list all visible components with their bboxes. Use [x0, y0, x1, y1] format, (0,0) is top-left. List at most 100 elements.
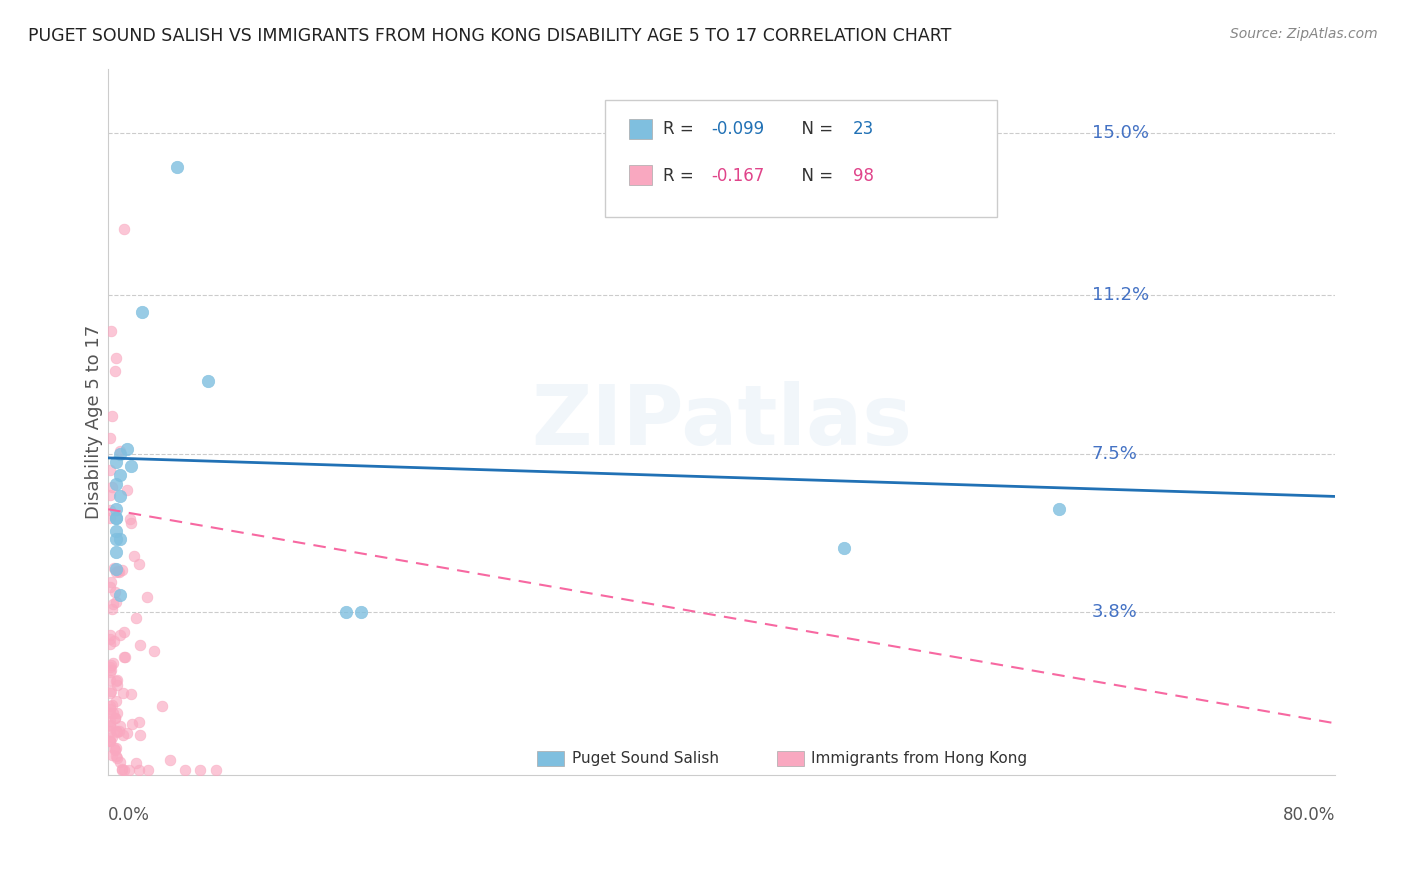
- Text: PUGET SOUND SALISH VS IMMIGRANTS FROM HONG KONG DISABILITY AGE 5 TO 17 CORRELATI: PUGET SOUND SALISH VS IMMIGRANTS FROM HO…: [28, 27, 952, 45]
- Point: [112, 649, 135, 664]
- Point: [98, 431, 121, 445]
- Text: 80.0%: 80.0%: [1282, 806, 1334, 824]
- Point: [112, 625, 135, 640]
- Point: [100, 488, 122, 502]
- Point: [124, 756, 146, 771]
- Point: [107, 564, 129, 578]
- Text: 15.0%: 15.0%: [1092, 124, 1149, 142]
- Point: [98, 734, 121, 748]
- Bar: [537, 750, 564, 766]
- Point: [104, 351, 127, 366]
- Bar: [630, 165, 651, 185]
- Point: [100, 663, 122, 677]
- Point: [110, 490, 132, 504]
- Point: [104, 533, 127, 547]
- Point: [104, 511, 127, 525]
- Point: [128, 764, 150, 778]
- Point: [128, 557, 150, 571]
- Point: [98, 503, 121, 517]
- Point: [112, 764, 135, 778]
- Text: R =: R =: [662, 167, 699, 185]
- Point: [110, 588, 132, 602]
- Point: [98, 463, 121, 477]
- Point: [115, 442, 138, 457]
- Point: [103, 561, 125, 575]
- Text: Source: ZipAtlas.com: Source: ZipAtlas.com: [1230, 27, 1378, 41]
- Point: [98, 665, 121, 679]
- Point: [128, 715, 150, 730]
- Point: [108, 719, 131, 733]
- Point: [98, 718, 121, 732]
- Point: [104, 524, 127, 538]
- Point: [120, 516, 142, 530]
- Point: [120, 459, 142, 474]
- Point: [122, 549, 145, 563]
- Point: [98, 734, 121, 748]
- Point: [110, 447, 132, 461]
- Point: [104, 364, 127, 378]
- Point: [98, 734, 121, 748]
- Point: [104, 749, 127, 764]
- Point: [125, 611, 148, 625]
- Point: [110, 756, 132, 770]
- Point: [120, 687, 142, 701]
- Point: [104, 511, 127, 525]
- Point: [98, 632, 121, 646]
- Point: [100, 657, 122, 672]
- Point: [105, 751, 128, 765]
- Point: [129, 638, 152, 652]
- Point: [1047, 502, 1070, 516]
- Point: [101, 409, 124, 423]
- FancyBboxPatch shape: [605, 100, 997, 217]
- Point: [104, 723, 127, 738]
- Point: [188, 764, 211, 778]
- Point: [110, 444, 132, 458]
- Point: [100, 731, 122, 745]
- Point: [98, 714, 121, 728]
- Point: [112, 686, 135, 700]
- Point: [143, 644, 166, 658]
- Point: [101, 698, 124, 713]
- Point: [112, 728, 135, 742]
- Point: [104, 455, 127, 469]
- Point: [114, 649, 136, 664]
- Point: [159, 753, 181, 767]
- Point: [110, 533, 132, 547]
- Text: 0.0%: 0.0%: [108, 806, 150, 824]
- Point: [98, 660, 121, 674]
- Point: [136, 764, 159, 778]
- Point: [98, 637, 121, 651]
- Point: [98, 628, 121, 642]
- Point: [105, 706, 128, 720]
- Text: 11.2%: 11.2%: [1092, 286, 1149, 304]
- Point: [101, 706, 124, 721]
- Point: [100, 324, 122, 338]
- Point: [107, 565, 129, 579]
- Point: [104, 566, 127, 580]
- Point: [111, 764, 134, 778]
- Point: [105, 678, 128, 692]
- Point: [103, 656, 125, 670]
- Point: [98, 673, 121, 687]
- Point: [104, 595, 127, 609]
- Point: [104, 585, 127, 599]
- Text: 7.5%: 7.5%: [1092, 444, 1137, 463]
- Point: [121, 717, 143, 731]
- Point: [101, 597, 124, 611]
- Point: [104, 476, 127, 491]
- Point: [115, 726, 138, 740]
- Text: ZIPatlas: ZIPatlas: [531, 381, 912, 462]
- Point: [98, 686, 121, 700]
- Point: [98, 701, 121, 715]
- Point: [131, 305, 153, 319]
- Point: [98, 724, 121, 739]
- Point: [105, 725, 128, 739]
- Point: [104, 562, 127, 576]
- Point: [98, 510, 121, 524]
- Point: [120, 512, 142, 526]
- Text: -0.099: -0.099: [711, 120, 765, 138]
- Bar: [776, 750, 804, 766]
- Point: [104, 711, 127, 725]
- Point: [350, 605, 373, 619]
- Point: [135, 590, 157, 604]
